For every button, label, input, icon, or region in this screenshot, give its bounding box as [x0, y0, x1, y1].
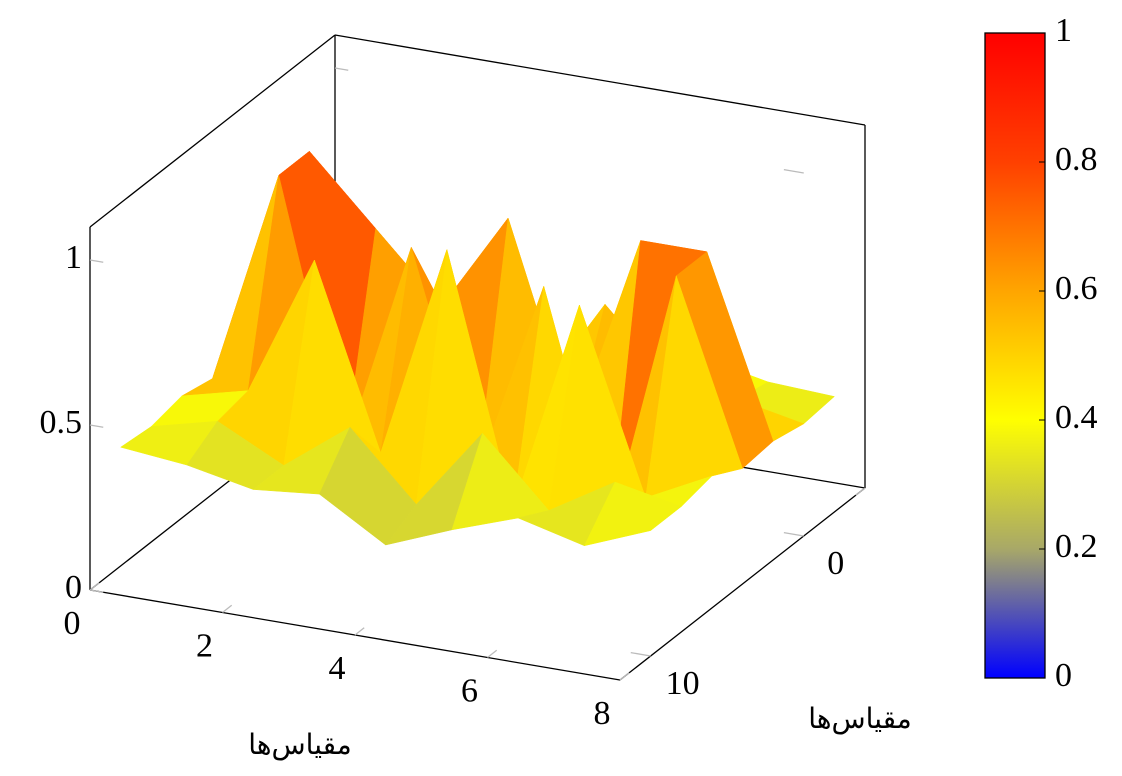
x-axis-label: مقياس‌ها [248, 728, 352, 761]
box-edge [89, 34, 336, 228]
z-tick-label: 1 [65, 239, 82, 276]
colorbar [984, 32, 1046, 679]
x-tick-label: 2 [196, 627, 213, 664]
y-tick [783, 168, 804, 174]
y-axis-label: مقياس‌ها [808, 702, 912, 735]
y-tick-label: 10 [666, 665, 700, 702]
x-tick [619, 672, 630, 681]
x-tick [354, 627, 365, 636]
x-tick-label: 8 [594, 695, 611, 732]
box-edge [619, 487, 866, 681]
z-tick-label: 0 [65, 569, 82, 606]
surface-patch [583, 481, 682, 547]
y-tick [783, 531, 804, 537]
y-tick [630, 651, 651, 657]
x-tick [855, 487, 866, 496]
colorbar-tick-label: 1 [1055, 12, 1072, 49]
x-tick [89, 582, 100, 591]
box-edge [334, 34, 866, 126]
colorbar-tick-label: 0.2 [1055, 528, 1098, 565]
z-tick [89, 259, 104, 263]
z-tick [334, 67, 349, 71]
x-tick [487, 649, 498, 659]
colorbar-tick-label: 0.8 [1055, 141, 1098, 178]
z-tick [89, 589, 104, 593]
z-tick [89, 424, 104, 428]
colorbar-tick-label: 0 [1055, 657, 1072, 694]
x-tick-label: 4 [329, 650, 346, 687]
z-tick-label: 0.5 [40, 404, 83, 441]
x-tick-label: 6 [461, 672, 478, 709]
y-tick-label: 0 [827, 545, 844, 582]
colorbar-tick-label: 0.6 [1055, 270, 1098, 307]
x-tick-label: 0 [64, 605, 81, 642]
x-tick [222, 604, 233, 614]
colorbar-tick-label: 0.4 [1055, 399, 1098, 436]
